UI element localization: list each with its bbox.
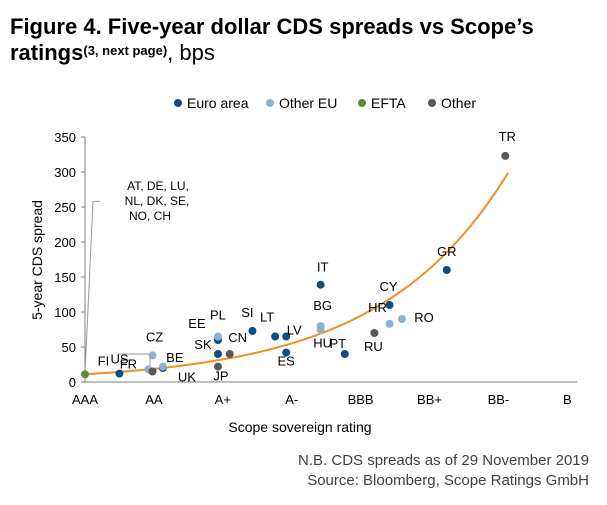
figure-title-main: Figure 4. Five-year dollar CDS spreads v… [10,14,534,65]
data-point [81,370,89,379]
source-line: Source: Bloomberg, Scope Ratings GmbH [307,472,589,489]
data-point [213,350,222,358]
data-point [213,362,222,371]
data-point-label: RO [414,310,434,325]
y-tick-label: 0 [69,375,76,390]
data-point-label: FR [120,356,137,371]
data-point-label: CN [228,330,247,345]
note-line: N.B. CDS spreads as of 29 November 2019 [298,452,589,469]
y-tick-label: 350 [54,130,76,145]
legend-marker [174,99,182,107]
data-point-label: BG [313,298,332,313]
x-tick-label: A+ [215,392,231,407]
x-tick-label: A- [285,392,298,407]
data-point-label: GR [437,244,457,259]
figure-title: Figure 4. Five-year dollar CDS spreads v… [10,14,600,66]
trendline [84,172,509,376]
data-point-label: FI [98,354,110,369]
figure-title-unit: , bps [167,40,215,65]
data-point [501,151,510,160]
data-point [271,332,280,341]
data-point [397,315,406,323]
data-point-label: PL [210,308,226,323]
data-point-label: ES [278,354,296,369]
data-point-label: HR [368,300,387,315]
data-point-label: US [110,352,128,367]
data-point [282,348,291,357]
x-tick-label: BB- [488,392,510,407]
data-point-label: HU [313,336,332,351]
x-tick-label: BBB [348,392,374,407]
x-axis-title: Scope sovereign rating [228,419,371,435]
data-point-label: IT [317,260,329,275]
data-point-label: CZ [146,329,163,344]
data-point-label: UK [178,370,196,385]
aaa-cluster-label: NL, DK, SE, [125,194,190,208]
legend-label: Other EU [279,95,337,111]
data-point [158,362,167,371]
legend-label: Euro area [187,95,249,111]
y-tick-label: 200 [54,235,76,250]
data-point-label: BE [166,350,184,365]
data-point-label: LT [260,310,274,325]
data-point-label: SI [241,305,253,320]
aaa-cluster-leader [84,200,100,374]
x-tick-label: AA [145,392,163,407]
data-point [213,332,222,341]
data-point [370,329,379,337]
data-point [248,326,257,335]
data-point-label: TR [499,129,516,144]
data-point-label: EE [188,316,206,331]
legend-marker [358,99,366,107]
data-point [442,266,451,274]
data-point [385,301,394,309]
legend-label: Other [441,95,476,111]
x-tick-label: B [563,392,572,407]
aaa-cluster-label: NO, CH [129,209,171,223]
y-tick-label: 100 [54,305,76,320]
data-point [316,325,325,334]
data-point [340,350,349,358]
y-tick-label: 150 [54,270,76,285]
data-point [225,350,234,358]
y-tick-label: 250 [54,200,76,215]
data-point-label: RU [364,339,383,354]
data-point [148,351,157,360]
data-point [148,367,157,376]
legend-marker [266,99,274,107]
x-tick-label: AAA [72,392,98,407]
data-point-label: LV [287,323,302,338]
data-point [385,319,394,328]
figure-title-footnote: (3, next page) [83,43,168,58]
x-tick-label: BB+ [417,392,442,407]
data-point-label: SK [194,337,212,352]
data-point-label: CY [380,279,398,294]
data-point [282,332,291,341]
aaa-cluster-label: AT, DE, LU, [127,179,189,193]
data-point-label: PT [329,336,346,351]
data-point-label: JP [213,369,228,384]
y-axis-title: 5-year CDS spread [29,200,45,320]
legend-marker [428,99,436,107]
data-point [115,369,124,378]
legend-label: EFTA [371,95,406,111]
data-point [316,280,325,289]
y-tick-label: 50 [62,340,76,355]
y-tick-label: 300 [54,165,76,180]
